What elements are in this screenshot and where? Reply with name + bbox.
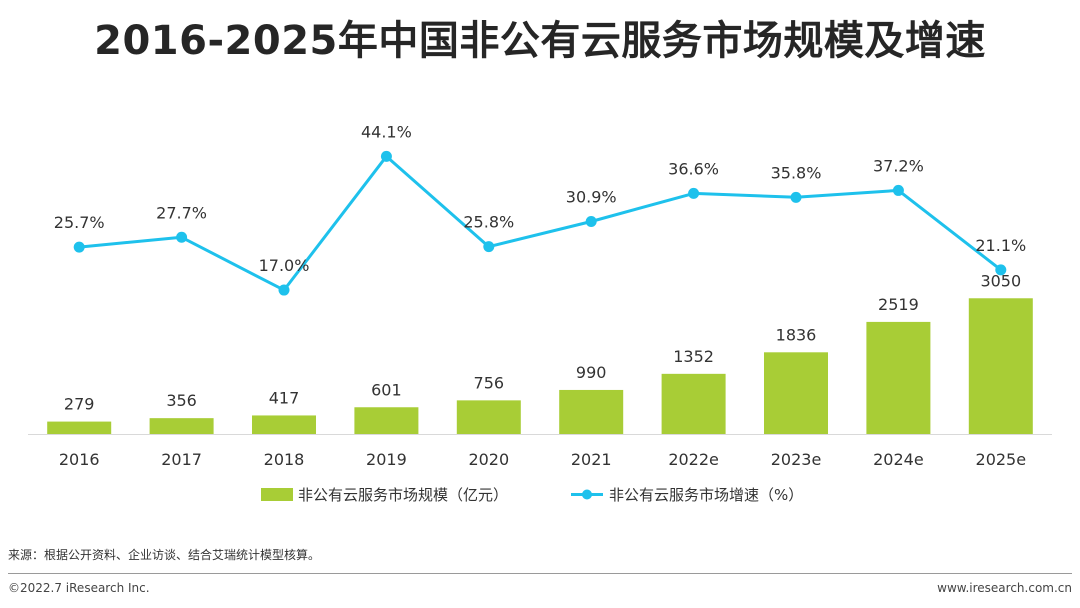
bar <box>149 418 214 434</box>
x-tick-label: 2019 <box>366 450 407 469</box>
x-tick-label: 2023e <box>771 450 822 469</box>
line-value-label: 44.1% <box>361 122 412 141</box>
bar-value-label: 1836 <box>776 325 817 344</box>
bar-value-label: 279 <box>64 395 95 414</box>
source-note: 来源：根据公开资料、企业访谈、结合艾瑞统计模型核算。 <box>8 548 321 562</box>
bar <box>764 352 828 434</box>
line-value-label: 30.9% <box>566 188 617 207</box>
line-value-label: 21.1% <box>975 236 1026 255</box>
legend: 非公有云服务市场规模（亿元） 非公有云服务市场增速（%） <box>261 486 803 504</box>
bar-value-label: 1352 <box>673 347 714 366</box>
bar <box>47 421 112 434</box>
bar-value-label: 356 <box>166 391 197 410</box>
line-marker <box>995 264 1007 276</box>
line-marker <box>176 231 188 243</box>
bar-value-label: 990 <box>576 363 607 382</box>
line-value-label: 25.8% <box>463 213 514 232</box>
x-tick-label: 2016 <box>59 450 100 469</box>
line-marker <box>688 187 700 199</box>
bar-value-label: 756 <box>474 373 505 392</box>
x-tick-label: 2022e <box>668 450 719 469</box>
bar-value-labels: 279 356 417 601 756 990 1352 1836 2519 3050 <box>64 271 1021 413</box>
bar-series <box>47 298 1033 434</box>
line-marker <box>585 216 597 228</box>
bar-value-label: 601 <box>371 380 402 399</box>
line-value-labels: 25.7% 27.7% 17.0% 44.1% 25.8% 30.9% 36.6% 35.8%… <box>54 122 1026 275</box>
line-series <box>73 150 1007 296</box>
bar-value-label: 3050 <box>980 271 1021 290</box>
line-value-label: 36.6% <box>668 159 719 178</box>
bar-value-label: 417 <box>269 388 300 407</box>
footer-divider <box>8 573 1072 574</box>
x-tick-label: 2020 <box>468 450 509 469</box>
x-tick-label: 2017 <box>161 450 202 469</box>
line-marker <box>790 191 802 203</box>
x-tick-label: 2025e <box>976 450 1027 469</box>
line-marker <box>278 284 290 296</box>
bar <box>661 373 726 434</box>
bar <box>456 400 521 434</box>
legend-label-line: 非公有云服务市场增速（%） <box>609 486 803 504</box>
line-value-label: 17.0% <box>259 256 310 275</box>
bar <box>559 389 624 434</box>
line-marker <box>892 184 904 196</box>
line-marker <box>483 241 495 253</box>
legend-swatch-bar <box>261 488 293 501</box>
legend-swatch-marker <box>582 489 592 500</box>
line-value-label: 37.2% <box>873 156 924 175</box>
legend-label-bar: 非公有云服务市场规模（亿元） <box>298 486 508 504</box>
line-value-label: 25.7% <box>54 213 105 232</box>
x-tick-label: 2018 <box>264 450 305 469</box>
bar-value-label: 2519 <box>878 295 919 314</box>
x-tick-label: 2021 <box>571 450 612 469</box>
line-value-label: 27.7% <box>156 203 207 222</box>
x-tick-label: 2024e <box>873 450 924 469</box>
chart-title: 2016-2025年中国非公有云服务市场规模及增速 <box>94 18 986 64</box>
bar <box>354 407 419 434</box>
line-value-label: 35.8% <box>771 163 822 182</box>
bar <box>968 298 1033 434</box>
line-marker <box>380 150 392 162</box>
copyright-text: ©2022.7 iResearch Inc. <box>8 581 150 595</box>
x-tick-labels: 2016 2017 2018 2019 2020 2021 2022e 2023e 2024e 2… <box>59 450 1026 469</box>
growth-line <box>79 154 1002 292</box>
line-marker <box>73 241 85 253</box>
bar <box>866 321 931 434</box>
website-link[interactable]: www.iresearch.com.cn <box>937 581 1072 595</box>
bar <box>252 415 316 434</box>
